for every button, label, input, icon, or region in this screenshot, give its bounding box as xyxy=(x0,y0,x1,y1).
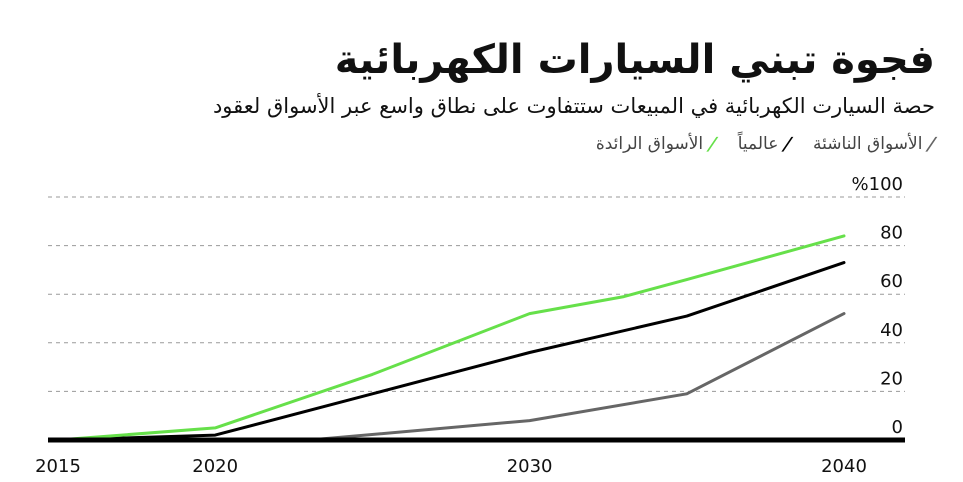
y-tick-label: %100 xyxy=(852,174,903,195)
series-line-0 xyxy=(56,312,846,442)
x-tick-label: 2040 xyxy=(821,456,867,477)
legend-item-global: / عالمياً xyxy=(737,134,795,155)
chart-subtitle: حصة السيارت الكهربائية في المبيعات ستتفا… xyxy=(212,94,935,118)
x-tick-label: 2020 xyxy=(192,456,238,477)
legend-label-leading: الأسواق الرائدة xyxy=(595,134,704,154)
legend: / الأسواق الناشئة / عالمياً / الأسواق ال… xyxy=(595,130,939,158)
y-tick-label: 40 xyxy=(880,320,903,341)
legend-item-leading: / الأسواق الرائدة xyxy=(595,134,720,155)
x-tick-label: 2015 xyxy=(35,456,81,477)
legend-label-emerging: الأسواق الناشئة xyxy=(812,134,923,154)
series-line-2 xyxy=(56,234,846,442)
y-tick-label: 60 xyxy=(880,271,903,292)
y-tick-label: 0 xyxy=(892,417,903,438)
series-line-1 xyxy=(56,261,846,442)
legend-label-global: عالمياً xyxy=(737,134,779,154)
legend-item-emerging: / الأسواق الناشئة xyxy=(812,134,939,155)
y-tick-label: 20 xyxy=(880,368,903,389)
y-tick-label: 80 xyxy=(880,223,903,244)
x-tick-label: 2030 xyxy=(507,456,553,477)
chart-title: فجوة تبني السيارات الكهربائية xyxy=(334,37,935,83)
